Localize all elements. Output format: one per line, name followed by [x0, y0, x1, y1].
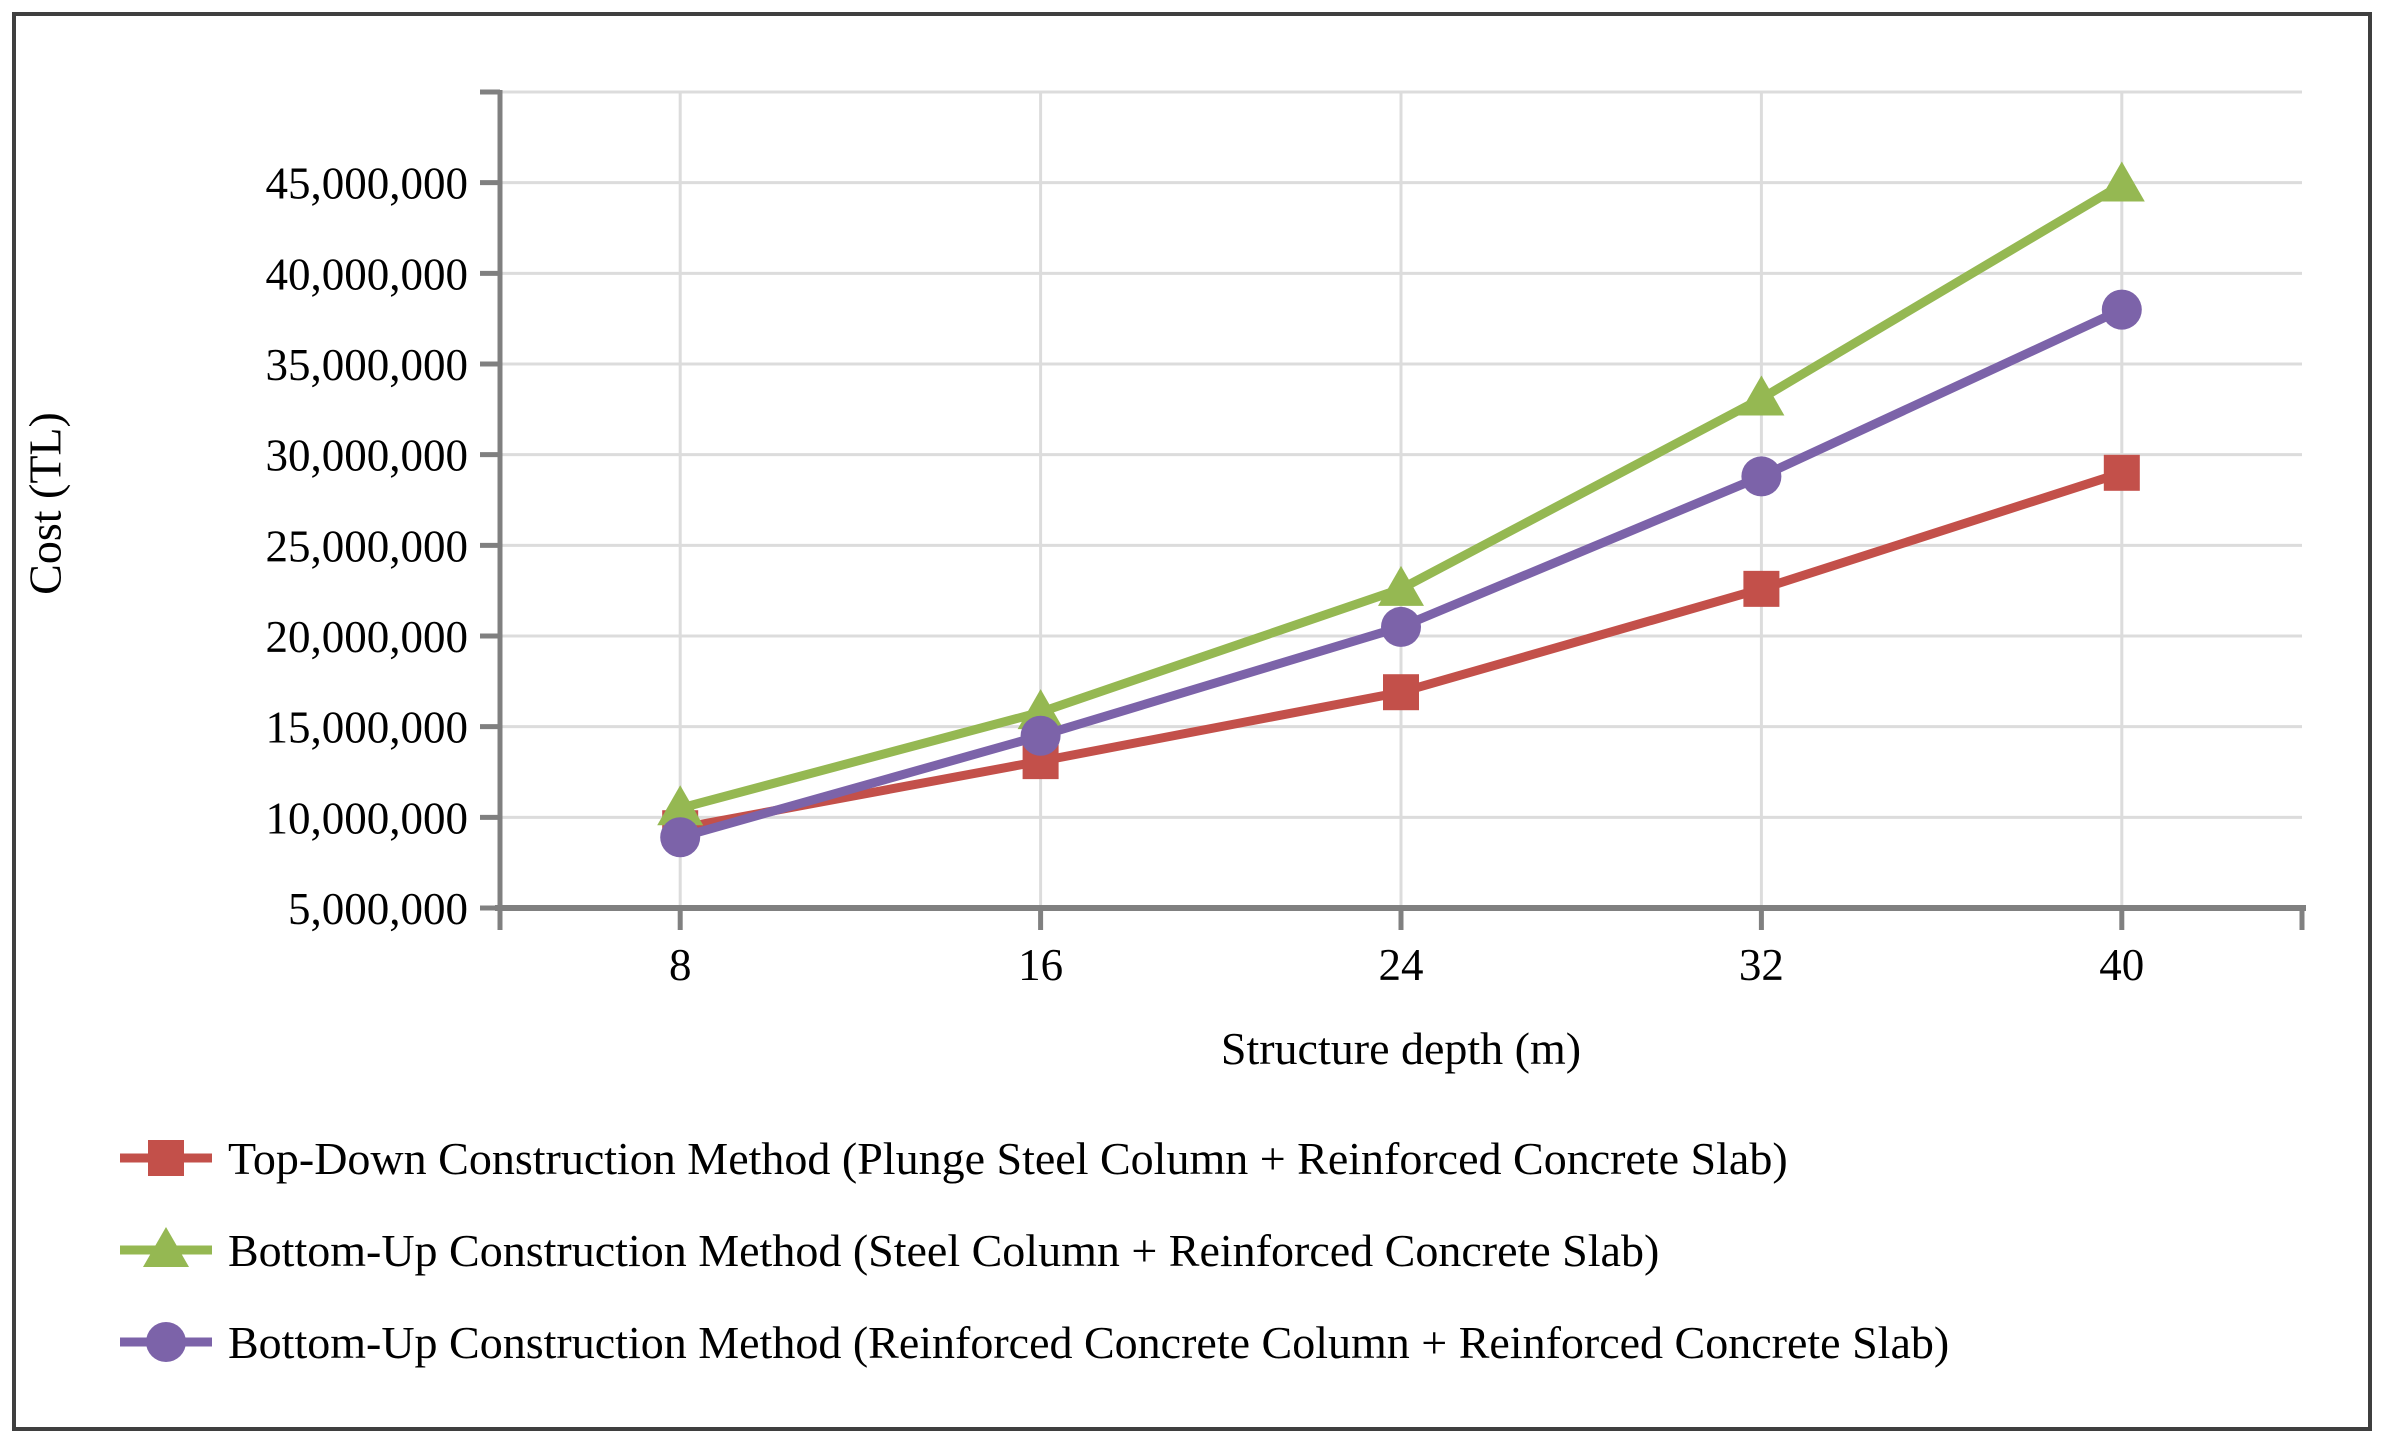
x-tick-label: 40 [2099, 940, 2144, 990]
y-tick-label: 30,000,000 [266, 431, 469, 481]
bottom-up-rc-marker-circle [1741, 456, 1782, 497]
bottom-up-rc-marker-circle [1381, 606, 1421, 647]
figure-border [12, 12, 2372, 1431]
y-tick-label: 25,000,000 [266, 521, 469, 571]
bottom-up-steel-marker-triangle [1017, 689, 1064, 730]
top-down-plunge-steel-legend-swatch [120, 1140, 212, 1176]
bottom-up-steel-marker-triangle [657, 785, 704, 826]
x-tick-label: 24 [1379, 940, 1424, 990]
top-down-plunge-steel-legend-marker [148, 1140, 184, 1176]
bottom-up-rc-marker-circle [2101, 289, 2142, 330]
legend-label: Bottom-Up Construction Method (Steel Col… [228, 1224, 1660, 1276]
bottom-up-rc-marker-circle [1020, 715, 1061, 756]
legend-item-bottom-up-rc: Bottom-Up Construction Method (Reinforce… [118, 1296, 1949, 1388]
top-down-plunge-steel-marker-square [2103, 454, 2140, 491]
chart-legend: Top-Down Construction Method (Plunge Ste… [118, 1112, 1949, 1388]
y-tick-label: 45,000,000 [266, 159, 469, 209]
y-tick-label: 10,000,000 [266, 793, 469, 843]
y-axis-title: Cost (TL) [19, 412, 71, 595]
x-tick-label: 32 [1739, 940, 1784, 990]
bottom-up-rc-legend-swatch [120, 1322, 212, 1362]
legend-item-top-down-plunge-steel: Top-Down Construction Method (Plunge Ste… [118, 1112, 1949, 1204]
bottom-up-steel-legend-swatch [120, 1227, 212, 1267]
legend-label: Bottom-Up Construction Method (Reinforce… [228, 1316, 1950, 1368]
bottom-up-steel-marker-triangle [1738, 375, 1785, 416]
bottom-up-rc-marker-circle [660, 817, 701, 858]
legend-item-bottom-up-steel: Bottom-Up Construction Method (Steel Col… [118, 1204, 1949, 1296]
bottom-up-steel-marker-triangle [2098, 161, 2145, 202]
x-tick-label: 8 [669, 940, 692, 990]
y-tick-label: 40,000,000 [266, 249, 469, 299]
bottom-up-rc-legend-marker [146, 1322, 186, 1362]
legend-label: Top-Down Construction Method (Plunge Ste… [228, 1132, 1788, 1184]
y-tick-label: 35,000,000 [266, 340, 469, 390]
x-axis-title: Structure depth (m) [1220, 1023, 1582, 1074]
x-tick-label: 16 [1018, 940, 1063, 990]
y-tick-label: 5,000,000 [288, 884, 468, 934]
top-down-plunge-steel-marker-square [1743, 570, 1780, 607]
bottom-up-steel-legend-marker [143, 1227, 189, 1267]
y-tick-label: 20,000,000 [266, 612, 469, 662]
bottom-up-steel-marker-triangle [1378, 565, 1424, 606]
y-tick-label: 15,000,000 [266, 703, 469, 753]
top-down-plunge-steel-marker-square [1383, 674, 1419, 711]
